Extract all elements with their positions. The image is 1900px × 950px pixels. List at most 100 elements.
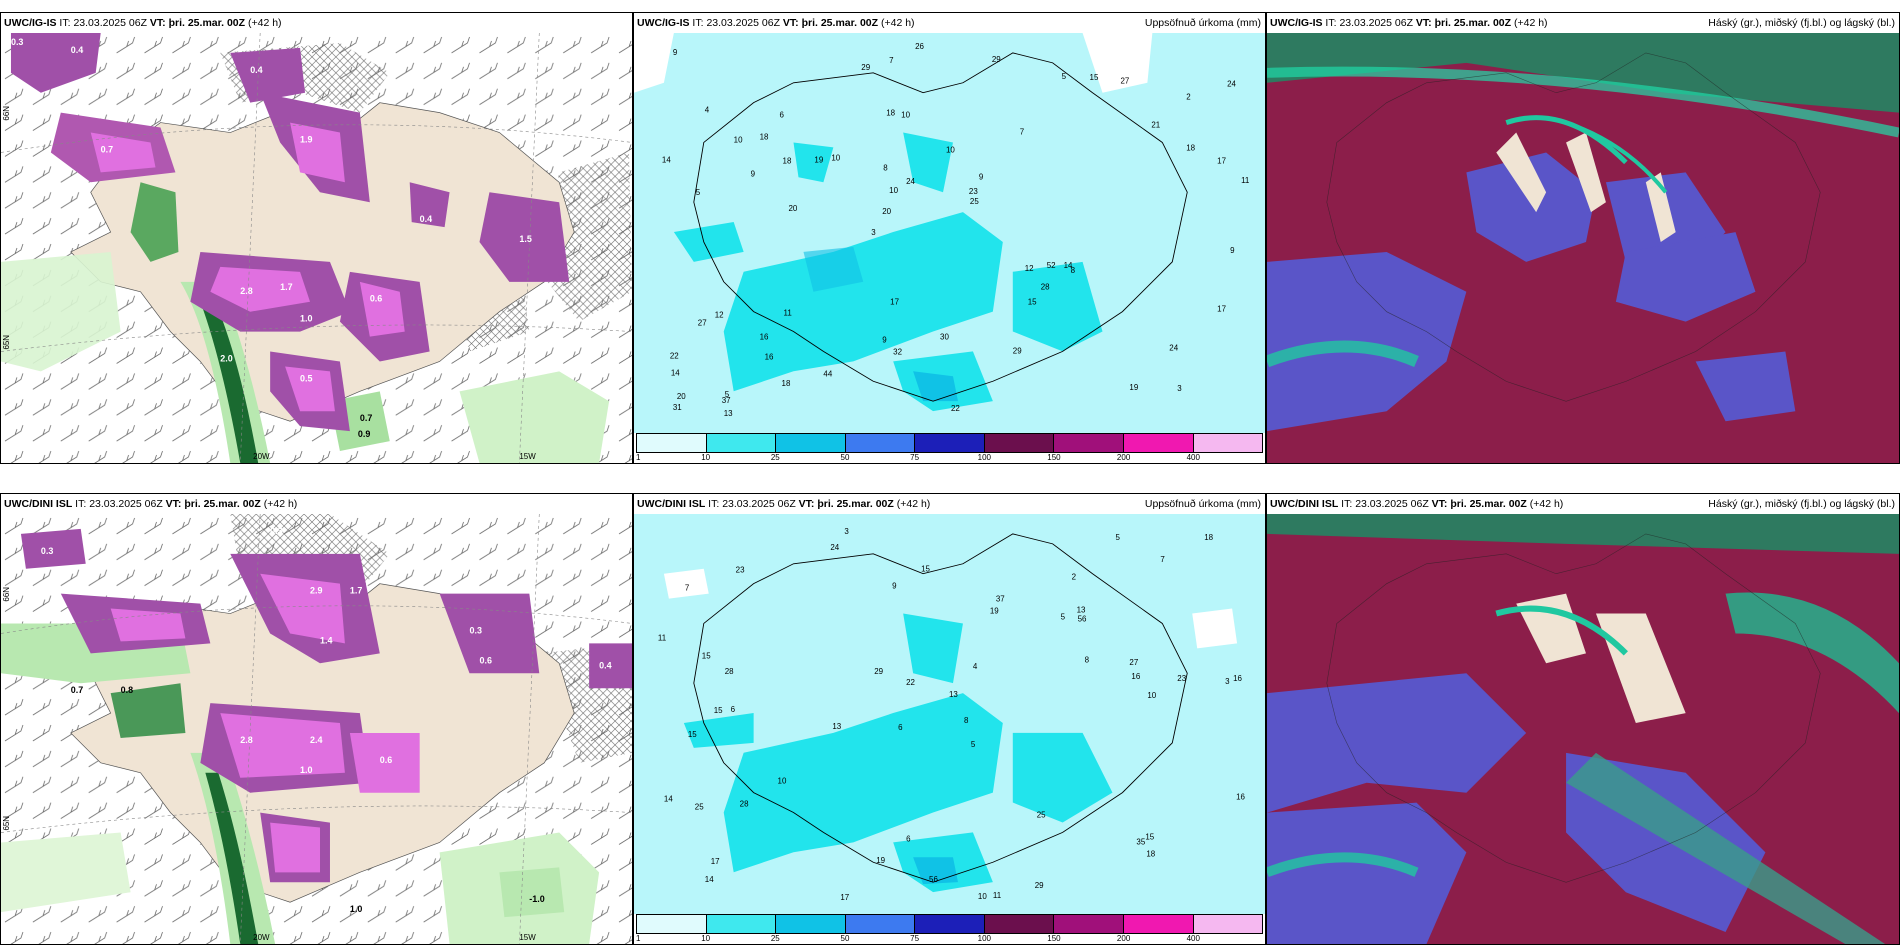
value-label: 11 (993, 891, 1002, 900)
map-svg (1267, 514, 1899, 944)
value-label: 9 (1230, 246, 1235, 255)
value-label: 13 (949, 690, 958, 699)
lon-label: 15W (519, 933, 536, 942)
value-label: 37 (996, 595, 1005, 604)
value-label: 56 (1078, 614, 1087, 623)
value-label: 28 (1041, 283, 1050, 292)
precipitation-map: 3 5 2 3 7 5 18 10 12 10 14 16 10 9 8 4 7 11 12 18 20 9 10 6 5 11 1… (634, 33, 1265, 433)
lon-label: 20W (253, 452, 270, 461)
colorbar-labels: 1 10 25 50 75 100 150 200 400 (636, 453, 1263, 463)
value-label: 9 (979, 172, 984, 181)
value-label: 15 (921, 565, 930, 574)
panel-top-left: UWC/IG-IS IT: 23.03.2025 06Z VT: þri. 25… (0, 12, 633, 464)
value-label: 29 (861, 63, 870, 72)
value-label: 14 (705, 875, 714, 884)
value-label: 14 (662, 155, 671, 164)
value-label: 13 (1077, 606, 1086, 615)
value-label: 3 (1225, 677, 1230, 686)
colorbar-tick: 1 (636, 934, 641, 943)
value-label: 12 (715, 311, 724, 320)
value-label: 17 (890, 298, 899, 307)
value-label: 1.0 (300, 314, 312, 324)
lead-time: (+42 h) (880, 17, 915, 29)
value-label: 0.4 (250, 65, 262, 75)
value-label: 2.0 (220, 353, 232, 363)
value-label: 4 (705, 106, 710, 115)
colorbar-segment (845, 434, 916, 452)
colorbar-segment (984, 434, 1055, 452)
it-label: IT: (1325, 17, 1337, 29)
colorbar-tick: 150 (1047, 453, 1061, 462)
value-label: 0.4 (71, 45, 83, 55)
value-label: 16 (765, 352, 774, 361)
lead-time: (+42 h) (896, 498, 931, 510)
panel-header: UWC/IG-IS IT: 23.03.2025 06Z VT: þri. 25… (1, 13, 632, 33)
colorbar-tick: 10 (701, 934, 711, 943)
lead-time: (+42 h) (263, 498, 298, 510)
colorbar-tick: 75 (910, 934, 920, 943)
value-label: 10 (778, 777, 787, 786)
lead-time: (+42 h) (247, 17, 282, 29)
colorbar-tick: 100 (977, 934, 991, 943)
value-label: 1.9 (300, 134, 312, 144)
lon-label: 15W (519, 452, 536, 461)
value-label: 30 (940, 332, 949, 341)
value-label: 2.9 (310, 586, 322, 596)
map-title: Uppsöfnuð úrkoma (mm) (1144, 498, 1261, 510)
vt-label: VT: (782, 17, 799, 29)
lead-time: (+42 h) (1529, 498, 1564, 510)
value-label: 6 (898, 723, 903, 732)
vt-label: VT: (1415, 17, 1432, 29)
colorbar-tick: 25 (770, 453, 780, 462)
value-label: 5 (1061, 612, 1066, 621)
value-label: 1.7 (280, 282, 292, 292)
colorbar-tick: 25 (770, 934, 780, 943)
value-label: 14 (671, 368, 680, 377)
value-label: 1.5 (519, 234, 531, 244)
value-label: 14 (1064, 261, 1073, 270)
value-label: 5 (971, 740, 976, 749)
value-label: 27 (1129, 658, 1138, 667)
map-title: Háský (gr.), miðský (fj.bl.) og lágský (… (1708, 498, 1895, 510)
panel-bottom-right: UWC/DINI ISL IT: 23.03.2025 06Z VT: þri.… (1266, 493, 1900, 945)
value-label: 24 (830, 543, 839, 552)
colorbar-tick: 50 (840, 934, 850, 943)
panel-header: UWC/IG-IS IT: 23.03.2025 06Z VT: þri. 25… (634, 13, 1265, 33)
value-label: 8 (1085, 655, 1090, 664)
precip-colorbar (636, 914, 1263, 934)
value-label: 27 (1120, 77, 1129, 86)
panel-top-right: UWC/IG-IS IT: 23.03.2025 06Z VT: þri. 25… (1266, 12, 1900, 464)
value-label: 10 (831, 153, 840, 162)
value-label: 26 (915, 42, 924, 51)
value-label: 0.6 (479, 655, 491, 665)
colorbar-segment (637, 915, 707, 933)
value-label: 16 (1131, 672, 1140, 681)
value-label: 10 (1147, 691, 1156, 700)
colorbar-tick: 100 (977, 453, 991, 462)
colorbar-tick: 200 (1116, 453, 1131, 462)
panel-header: UWC/DINI ISL IT: 23.03.2025 06Z VT: þri.… (1, 494, 632, 514)
colorbar-segment (915, 915, 985, 933)
model-name: UWC/IG-IS (1270, 17, 1323, 29)
value-label: 0.9 (358, 429, 370, 439)
value-label: 13 (832, 722, 841, 731)
precipitation-map: 3 2 3 6 5 6 7 5 15 19 13 14 24 13 10 11 6 5 8 10 28 15 16 23 14 1… (634, 514, 1265, 914)
value-label: 29 (874, 667, 883, 676)
value-label: 17 (1217, 156, 1226, 165)
value-label: 10 (889, 186, 898, 195)
value-label: 6 (906, 834, 911, 843)
value-label: 9 (673, 48, 678, 57)
value-label: 25 (1037, 810, 1046, 819)
value-label: 0.5 (300, 373, 312, 383)
value-label: 13 (724, 409, 733, 418)
value-label: 18 (1204, 533, 1213, 542)
value-label: 19 (814, 155, 823, 164)
value-label: 3 (871, 228, 876, 237)
value-label: 2.4 (310, 735, 322, 745)
value-label: 19 (1129, 383, 1138, 392)
panel-header: UWC/IG-IS IT: 23.03.2025 06Z VT: þri. 25… (1267, 13, 1899, 33)
value-label: 24 (1227, 80, 1236, 89)
value-label: 23 (736, 566, 745, 575)
value-label: 0.6 (380, 755, 392, 765)
